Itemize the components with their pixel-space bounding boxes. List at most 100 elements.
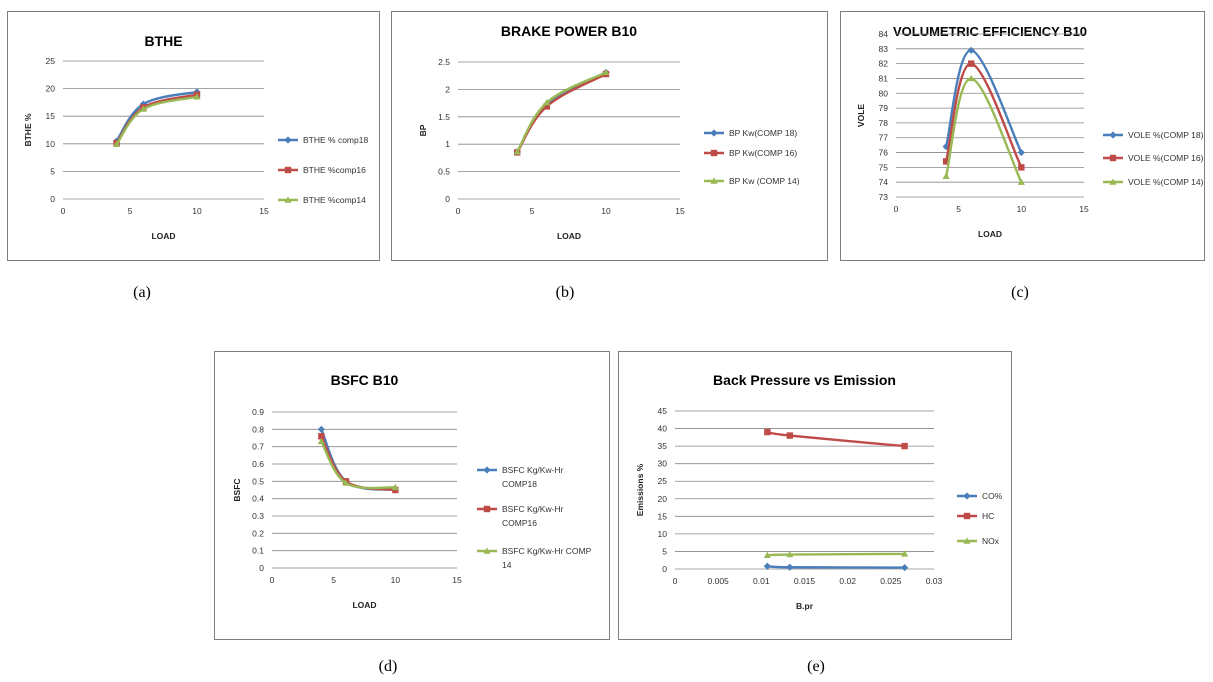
y-tick-label: 45 — [658, 406, 668, 416]
data-point-vole-comp-16 — [942, 158, 950, 165]
legend-marker-bp-kw-comp-16 — [710, 149, 718, 157]
data-point-bthe-comp14 — [193, 93, 201, 100]
x-tick-label: 15 — [675, 206, 685, 216]
y-tick-label: 76 — [879, 148, 889, 158]
y-axis-label: Emissions % — [635, 463, 645, 516]
y-tick-label: 84 — [879, 29, 889, 39]
data-point-bthe-comp14 — [113, 140, 121, 148]
legend-marker-bp-kw-comp-14 — [710, 177, 718, 184]
x-tick-label: 5 — [128, 206, 133, 216]
chart-title: BSFC B10 — [331, 372, 399, 388]
caption-c: (c) — [1011, 284, 1029, 301]
y-tick-label: 40 — [658, 424, 668, 434]
y-tick-label: 35 — [658, 441, 668, 451]
y-tick-label: 73 — [879, 192, 889, 202]
data-point-bp-kw-comp-14 — [543, 98, 551, 106]
x-axis-label: LOAD — [352, 600, 376, 610]
y-tick-label: 1.5 — [438, 112, 450, 122]
x-tick-label: 0 — [673, 576, 678, 586]
legend-marker-hc — [963, 512, 971, 520]
legend-marker-bsfc-kg-kw-hr-comp16 — [483, 505, 491, 513]
legend-label-bthe-comp14: BTHE %comp14 — [303, 195, 366, 205]
data-point-bsfc-kg-kw-hr-comp18 — [317, 425, 325, 433]
data-point-nox — [786, 551, 794, 558]
x-axis-label: LOAD — [557, 231, 581, 241]
legend-label-bp-kw-comp-18: BP Kw(COMP 18) — [729, 128, 797, 138]
y-tick-label: 1 — [445, 139, 450, 149]
y-tick-label: 5 — [50, 166, 55, 176]
series-line-bp-kw-comp-18 — [516, 71, 607, 153]
legend-label-bp-kw-comp-14: BP Kw (COMP 14) — [729, 176, 800, 186]
legend-marker-bthe-comp16 — [284, 166, 292, 174]
data-point-nox — [901, 550, 909, 557]
x-axis-label: LOAD — [978, 229, 1002, 239]
bthe-chart: BTHE 0 5 10 15 20 25 0 5 10 15 LOAD BTHE % BTHE % com… — [23, 33, 368, 241]
x-tick-label: 5 — [331, 575, 336, 585]
data-point-vole-comp-16 — [968, 60, 975, 67]
y-tick-label: 74 — [879, 177, 889, 187]
data-point-vole-comp-18 — [967, 46, 975, 54]
legend-label-nox: NOx — [982, 536, 1000, 546]
legend-marker-co — [963, 492, 971, 500]
y-tick-label: 79 — [879, 103, 889, 113]
chart-panel-bsfc: BSFC B10 0 0.1 0.2 0.3 0.4 0.5 0.6 0.7 0.8 0.9 0 5 10… — [214, 351, 610, 640]
y-axis-label: VOLE — [856, 104, 866, 127]
y-tick-label: 0 — [445, 194, 450, 204]
y-axis-label: BSFC — [232, 478, 242, 501]
legend-marker-bp-kw-comp-18 — [710, 129, 718, 137]
y-tick-label: 0.8 — [252, 424, 264, 434]
legend-label-vole-comp-18: VOLE %(COMP 18) — [1128, 130, 1204, 140]
x-tick-label: 10 — [391, 575, 401, 585]
y-tick-label: 0.7 — [252, 442, 264, 452]
x-tick-label: 10 — [1017, 204, 1027, 214]
y-tick-label: 77 — [879, 133, 889, 143]
x-axis-label: B.pr — [796, 601, 814, 611]
y-tick-label: 15 — [658, 511, 668, 521]
y-tick-label: 81 — [879, 73, 889, 83]
series-line-bsfc-kg-kw-hr-comp16 — [320, 435, 396, 492]
data-point-co — [901, 563, 909, 572]
series-line-nox — [767, 552, 905, 557]
chart-title: BTHE — [144, 33, 182, 49]
legend-marker-vole-comp-14 — [1109, 178, 1117, 185]
legend-marker-bthe-comp14 — [284, 196, 292, 203]
data-point-hc — [901, 442, 908, 450]
data-point-vole-comp-14 — [942, 172, 950, 179]
x-tick-label: 10 — [192, 206, 202, 216]
y-tick-label: 2 — [445, 84, 450, 94]
x-tick-label: 0 — [456, 206, 461, 216]
y-tick-label: 78 — [879, 118, 889, 128]
x-tick-label: 0.03 — [926, 576, 943, 586]
legend-label-bsfc-kg-kw-hr-comp18: BSFC Kg/Kw-Hr COMP18 — [502, 465, 564, 489]
y-tick-label: 15 — [46, 111, 56, 121]
data-point-vole-comp-14 — [1017, 178, 1025, 185]
data-point-bsfc-kg-kw-hr-comp-14 — [317, 437, 325, 445]
y-tick-label: 82 — [879, 59, 889, 69]
x-axis-label: LOAD — [151, 231, 175, 241]
legend-label-co: CO% — [982, 491, 1003, 501]
legend-label-vole-comp-14: VOLE %(COMP 14) — [1128, 177, 1204, 187]
y-tick-label: 0.9 — [252, 407, 264, 417]
x-tick-label: 15 — [452, 575, 462, 585]
data-point-bsfc-kg-kw-hr-comp-14 — [342, 479, 350, 486]
y-tick-label: 0.3 — [252, 511, 264, 521]
y-tick-label: 5 — [662, 546, 667, 556]
legend-label-bp-kw-comp-16: BP Kw(COMP 16) — [729, 148, 797, 158]
y-tick-label: 80 — [879, 88, 889, 98]
x-tick-label: 0 — [61, 206, 66, 216]
legend-label-bthe-comp16: BTHE %comp16 — [303, 165, 366, 175]
series-line-bsfc-kg-kw-hr-comp18 — [320, 428, 396, 492]
legend-label-vole-comp-16: VOLE %(COMP 16) — [1128, 153, 1204, 163]
y-tick-label: 25 — [658, 476, 668, 486]
y-tick-label: 30 — [658, 459, 668, 469]
data-point-vole-comp-14 — [967, 74, 975, 82]
bsfc-chart: BSFC B10 0 0.1 0.2 0.3 0.4 0.5 0.6 0.7 0.8 0.9 0 5 10… — [232, 372, 592, 610]
data-point-co — [786, 563, 794, 571]
x-tick-label: 0.005 — [708, 576, 730, 586]
chart-panel-volumetric-efficiency: VOLUMETRIC EFFICIENCY B10 73 74 75 76 77 78 79 8… — [840, 11, 1205, 261]
y-tick-label: 0 — [50, 194, 55, 204]
legend-label-bsfc-kg-kw-hr-comp-14: BSFC Kg/Kw-Hr COMP 14 — [502, 546, 592, 570]
caption-b: (b) — [555, 284, 575, 301]
y-tick-label: 0.1 — [252, 546, 264, 556]
legend-label-hc: HC — [982, 511, 994, 521]
